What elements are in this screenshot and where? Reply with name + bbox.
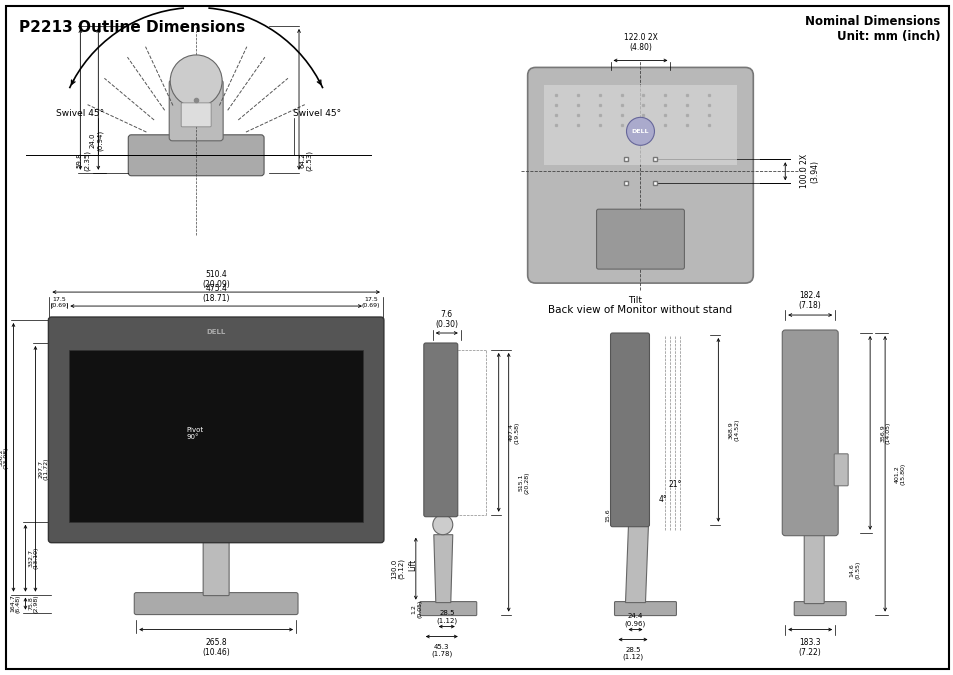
Text: 356.9
(14.05): 356.9 (14.05) [880,422,890,444]
FancyBboxPatch shape [128,135,264,176]
Text: 45.3
(1.78): 45.3 (1.78) [431,643,452,657]
FancyBboxPatch shape [833,454,847,486]
Polygon shape [625,524,648,603]
Text: 586.2
(23.08): 586.2 (23.08) [0,446,9,468]
FancyBboxPatch shape [803,532,823,603]
FancyBboxPatch shape [49,317,383,543]
FancyBboxPatch shape [794,601,845,616]
Text: 59.8
(2.35): 59.8 (2.35) [76,150,90,171]
Text: 332.7
(13.10): 332.7 (13.10) [28,547,39,569]
Text: P2213 Outline Dimensions: P2213 Outline Dimensions [19,20,246,36]
Text: 510.4
(20.09): 510.4 (20.09) [202,270,230,289]
Text: 265.8
(10.46): 265.8 (10.46) [202,637,230,657]
Text: 24.4
(0.96): 24.4 (0.96) [624,613,645,626]
Text: 14.6
(0.55): 14.6 (0.55) [849,560,860,579]
FancyBboxPatch shape [169,80,223,141]
FancyBboxPatch shape [781,330,838,536]
Text: 28.5
(1.12): 28.5 (1.12) [436,610,456,624]
FancyBboxPatch shape [527,68,753,283]
Text: 164.7
(6.48): 164.7 (6.48) [10,595,21,613]
Text: 368.9
(14.52): 368.9 (14.52) [727,418,739,441]
Text: 28.5
(1.12): 28.5 (1.12) [621,647,643,660]
Text: 7.6
(0.30): 7.6 (0.30) [435,310,457,329]
FancyBboxPatch shape [419,601,476,616]
Text: DELL: DELL [631,129,649,134]
Text: 64.2
(2.53): 64.2 (2.53) [299,150,313,171]
Text: Lift: Lift [408,558,416,571]
Text: 515.1
(20.28): 515.1 (20.28) [518,471,529,493]
Text: DELL: DELL [206,329,226,335]
Text: 21°: 21° [668,481,681,489]
Text: 17.5
(0.69): 17.5 (0.69) [361,297,379,308]
Text: 297.7
(11.72): 297.7 (11.72) [38,458,49,480]
Bar [543,86,737,165]
Circle shape [170,55,222,107]
FancyBboxPatch shape [596,209,683,269]
Circle shape [433,515,453,535]
FancyBboxPatch shape [610,333,649,526]
FancyBboxPatch shape [134,593,297,614]
Text: 130.0
(5.12): 130.0 (5.12) [391,558,404,579]
Text: 75.8
(2.98): 75.8 (2.98) [28,594,39,613]
Text: 401.2
(15.80): 401.2 (15.80) [894,462,905,485]
Text: Swivel 45°: Swivel 45° [293,109,340,118]
Text: 17.5
(0.69): 17.5 (0.69) [51,297,69,308]
Text: Swivel 45°: Swivel 45° [56,109,105,118]
Text: 15.6
(0.65): 15.6 (0.65) [604,506,616,524]
Text: Tilt: Tilt [628,296,641,305]
Text: 182.4
(7.18): 182.4 (7.18) [798,291,821,310]
Bar [70,350,362,522]
FancyBboxPatch shape [203,539,229,595]
Text: 4°: 4° [658,495,666,504]
Text: 497.4
(19.58): 497.4 (19.58) [508,421,519,443]
FancyBboxPatch shape [614,601,676,616]
FancyBboxPatch shape [181,103,211,127]
Text: 183.3
(7.22): 183.3 (7.22) [798,637,821,657]
Text: 122.0 2X
(4.80): 122.0 2X (4.80) [623,33,657,53]
FancyBboxPatch shape [423,343,457,517]
Text: 1.2
(0.05): 1.2 (0.05) [411,599,422,618]
Polygon shape [434,535,453,603]
Text: Back view of Monitor without stand: Back view of Monitor without stand [548,305,732,315]
Text: Pivot
90°: Pivot 90° [186,427,203,440]
Text: 24.0
(0.94): 24.0 (0.94) [90,130,103,151]
Circle shape [626,117,654,145]
Text: Nominal Dimensions
Unit: mm (inch): Nominal Dimensions Unit: mm (inch) [804,16,939,43]
Text: 100.0 2X
(3.94): 100.0 2X (3.94) [800,154,819,188]
Text: 475.4
(18.71): 475.4 (18.71) [202,284,230,303]
